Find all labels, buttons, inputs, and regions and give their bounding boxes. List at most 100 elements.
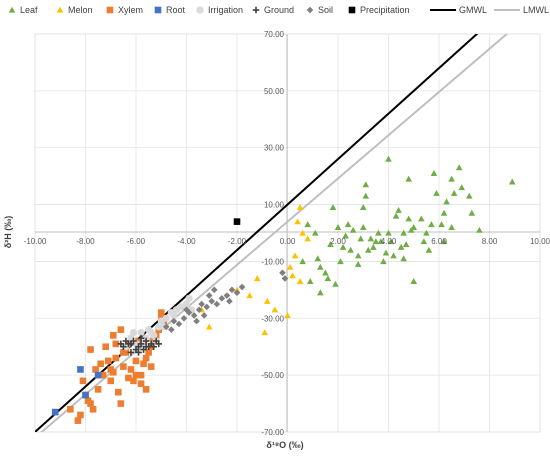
melon-point [264,297,271,304]
legend-marker-irrigation [196,6,204,14]
legend-item-ground: Ground [252,5,294,15]
ground-point [117,340,125,348]
irrigation-point [162,314,170,322]
x-tick-label: 2.00 [330,237,346,246]
irrigation-point [147,328,155,337]
soil-point [228,286,236,294]
xylem-point [89,405,97,413]
soil-point [198,300,205,308]
ground-point [127,349,135,356]
xylem-point [67,405,74,413]
legend-marker-leaf [8,6,16,13]
soil-point [168,326,175,333]
xylem-point [137,380,145,387]
y-tick-label: 30.00 [264,144,285,153]
irrigation-point [170,311,178,320]
soil-point [180,314,188,322]
x-tick-label: -2.00 [228,237,247,246]
leaf-point [377,238,385,245]
leaf-point [407,226,415,233]
x-tick-label: -8.00 [76,237,95,246]
leaf-point [443,198,450,205]
leaf-point [450,189,458,196]
soil-point [208,297,216,305]
leaf-point [455,164,463,171]
leaf-point [311,229,319,236]
legend-marker-precipitation [348,6,356,14]
leaf-point [329,204,337,211]
xylem-point [120,363,127,370]
xylem-point [77,411,84,419]
xylem-point [92,366,99,373]
precipitation-point [233,218,241,225]
xylem-point [117,400,125,407]
soil-point [193,317,200,325]
melon-point [271,306,279,313]
melon-point [299,229,306,236]
irrigation-point [137,328,145,337]
legend-label: Precipitation [360,5,410,15]
soil-point [200,312,208,319]
leaf-point [466,192,473,199]
xylem-point [140,360,147,368]
legend-item-precipitation: Precipitation [348,5,410,15]
leaf-point [448,224,455,230]
legend-item-root: Root [154,5,186,15]
leaf-point [400,255,407,262]
xylem-point [147,363,155,370]
x-tick-label: -4.00 [177,237,196,246]
ground-point [122,337,130,345]
x-tick-label: -10.00 [24,237,47,246]
leaf-point [365,246,372,253]
leaf-point [354,252,362,259]
series-precipitation [233,218,241,225]
x-tick-label: 0.00 [280,237,296,246]
xylem-point [109,332,117,339]
leaf-point [385,155,392,162]
leaf-point [405,215,412,222]
legend-label: Soil [318,5,333,15]
legend-item-soil: Soil [306,5,333,15]
leaf-point [359,204,367,211]
melon-point [284,312,291,319]
leaf-point [304,221,311,228]
leaf-point [344,221,352,228]
leaf-point [299,258,306,265]
xylem-point [74,417,82,424]
soil-point [233,289,241,296]
soil-point [238,283,246,291]
tick-labels: -10.00 -8.00 -6.00 -4.00 -2.00 0.00 2.00 4.00 6.… [24,30,550,437]
legend-item-melon: Melon [56,5,93,15]
axes [35,34,540,432]
legend-label: Xylem [118,5,143,15]
leaf-point [468,209,476,216]
trend-lines [35,34,509,432]
legend-marker-xylem [106,6,114,14]
soil-point [163,323,170,331]
soil-point [183,306,190,314]
leaf-point [423,229,430,236]
irrigation-point [155,323,163,331]
y-tick-label: -50.00 [261,371,284,380]
legend-label: Irrigation [208,5,243,15]
xylem-point [132,371,140,379]
leaf-point [438,221,445,228]
xylem-point [112,340,120,348]
ground-point [142,337,150,345]
leaf-point [508,178,516,185]
ground-point [127,340,135,348]
xylem-point [120,349,127,356]
soil-point [223,292,231,299]
xylem-point [157,309,165,316]
root-point [94,371,102,379]
leaf-point [349,226,357,233]
leaf-point [332,280,339,287]
ground-point [137,334,145,342]
irrigation-point [182,300,191,308]
soil-point [281,275,289,282]
lmwl-line [40,34,509,432]
leaf-point [397,243,405,250]
soil-point [218,295,226,302]
leaf-point [390,252,397,259]
